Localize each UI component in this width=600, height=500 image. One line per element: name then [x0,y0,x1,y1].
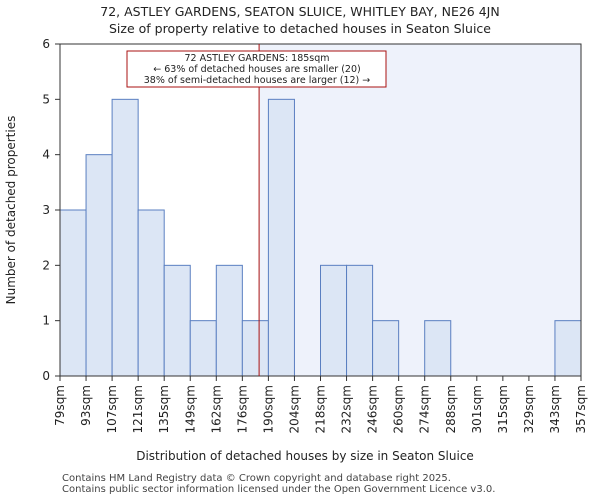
x-tick-label: 79sqm [53,385,67,426]
y-tick-label: 1 [42,314,50,328]
y-tick-label: 2 [42,258,50,272]
x-tick-label: 107sqm [105,385,119,433]
x-tick-label: 93sqm [79,385,93,426]
x-tick-label: 218sqm [314,385,328,433]
x-tick-label: 121sqm [131,385,145,433]
x-tick-label: 329sqm [522,385,536,433]
bar-79sqm [59,209,87,377]
bar-135sqm [163,264,191,377]
footer-line-2: Contains public sector information licen… [62,484,496,495]
x-tick-label: 232sqm [340,385,354,433]
bar-176sqm [241,320,269,377]
x-tick-label: 149sqm [183,385,197,433]
x-tick-label: 357sqm [574,385,588,433]
chart-title: 72, ASTLEY GARDENS, SEATON SLUICE, WHITL… [100,4,500,19]
x-tick-label: 315sqm [496,385,510,433]
chart-subtitle: Size of property relative to detached ho… [108,21,491,36]
annotation-line-2: ← 63% of detached houses are smaller (20… [153,64,360,75]
x-tick-label: 190sqm [261,385,275,433]
bar-149sqm [189,320,217,377]
y-tick-label: 0 [42,369,50,383]
bar-232sqm [346,264,374,377]
annotation-line-1: 72 ASTLEY GARDENS: 185sqm [184,53,329,64]
x-tick-label: 343sqm [548,385,562,433]
x-tick-label: 246sqm [366,385,380,433]
x-tick-label: 135sqm [157,385,171,433]
y-tick-label: 5 [42,92,50,106]
bar-107sqm [111,98,139,377]
annotation-box: 72 ASTLEY GARDENS: 185sqm ← 63% of detac… [126,50,387,88]
bar-343sqm [554,320,582,377]
x-tick-label: 301sqm [470,385,484,433]
x-tick-label: 274sqm [418,385,432,433]
bar-93sqm [85,154,113,377]
y-tick-label: 4 [42,148,50,162]
x-tick-label: 204sqm [287,385,301,433]
x-axis-label: Distribution of detached houses by size … [136,449,474,463]
y-tick-label: 6 [42,37,50,51]
bar-246sqm [372,320,400,377]
bar-190sqm [267,98,295,377]
annotation-line-3: 38% of semi-detached houses are larger (… [144,75,371,86]
x-tick-label: 260sqm [392,385,406,433]
y-tick-label: 3 [42,203,50,217]
x-tick-label: 288sqm [444,385,458,433]
x-tick-label: 162sqm [209,385,223,433]
highlight-region [259,44,581,376]
bar-218sqm [320,264,348,377]
bar-162sqm [215,264,243,377]
bar-121sqm [137,209,165,377]
y-axis-label: Number of detached properties [4,116,18,305]
bar-274sqm [424,320,452,377]
x-tick-label: 176sqm [235,385,249,433]
footer-line-1: Contains HM Land Registry data © Crown c… [62,473,451,484]
